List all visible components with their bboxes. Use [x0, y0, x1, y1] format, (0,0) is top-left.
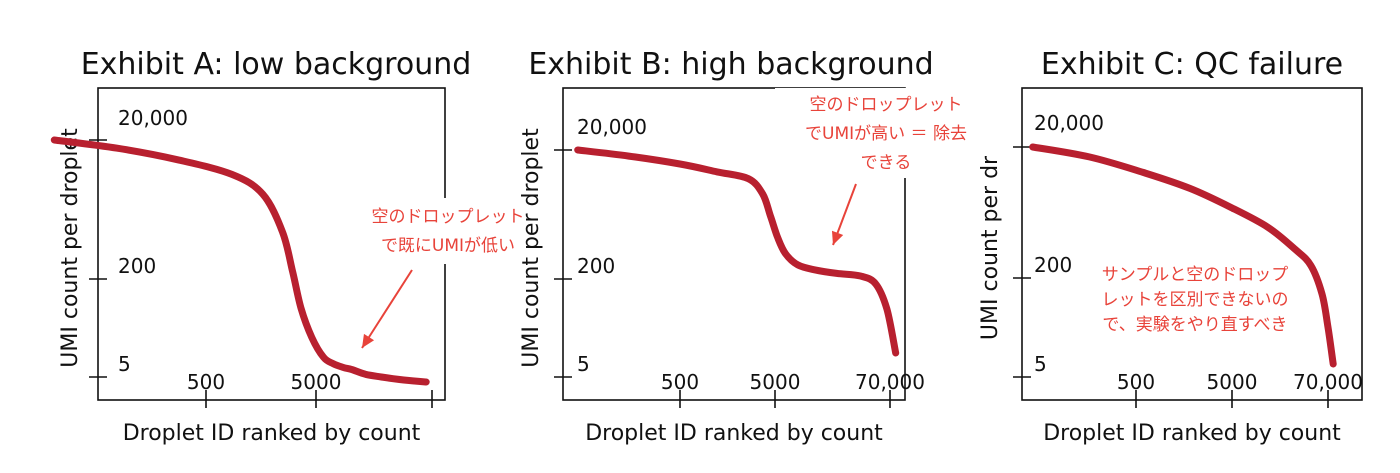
y-tick-label: 200	[118, 254, 156, 278]
annotation-text: で既にUMIが低い	[381, 236, 515, 256]
chart-title: Exhibit B: high background	[528, 47, 933, 82]
panel-1: Exhibit A: low background UMI count per d…	[50, 47, 555, 446]
x-tick-label: 5000	[291, 370, 342, 394]
y-axis-label: UMI count per dr	[978, 155, 1003, 340]
x-tick-label: 5000	[750, 370, 801, 394]
annotation-text: サンプルと空のドロップ	[1102, 265, 1289, 285]
y-axis-label: UMI count per droplet	[58, 128, 83, 368]
x-tick-label: 500	[661, 370, 699, 394]
x-tick-label: 5000	[1207, 370, 1258, 394]
annotation-arrow	[361, 269, 413, 349]
panel-3: Exhibit C: QC failure UMI count per dr Dro…	[978, 47, 1363, 446]
y-tick-label: 200	[1034, 253, 1072, 277]
chart-title: Exhibit C: QC failure	[1041, 47, 1343, 82]
panel-2: Exhibit B: high background UMI count per …	[519, 47, 997, 446]
y-tick-label: 200	[577, 254, 615, 278]
series-line	[50, 136, 430, 386]
series-line	[1029, 143, 1337, 368]
annotation-background	[775, 88, 997, 178]
x-axis-label: Droplet ID ranked by count	[123, 421, 421, 446]
x-tick-label: 70,000	[1293, 370, 1363, 394]
annotation-background	[340, 198, 555, 264]
y-tick-label: 20,000	[577, 115, 647, 139]
annotation-text: レットを区別できないの	[1102, 290, 1289, 310]
annotation-text: できる	[861, 153, 912, 173]
y-tick-label: 20,000	[1034, 111, 1104, 135]
x-axis-label: Droplet ID ranked by count	[1043, 421, 1341, 446]
plot-frame	[562, 87, 906, 401]
x-axis-label: Droplet ID ranked by count	[585, 421, 883, 446]
annotation-text: 空のドロップレット	[372, 207, 525, 227]
plot-frame	[1021, 87, 1363, 401]
y-tick-label: 5	[1034, 352, 1047, 376]
x-tick-label: 500	[187, 370, 225, 394]
x-tick-label: 500	[1117, 370, 1155, 394]
x-tick-label: 70,000	[855, 370, 925, 394]
arrow-head-icon	[362, 333, 375, 348]
y-tick-label: 5	[577, 352, 590, 376]
y-tick-label: 5	[118, 352, 131, 376]
annotation-text: 空のドロップレット	[810, 95, 963, 115]
annotation-text: で、実験をやり直すべき	[1102, 315, 1287, 335]
arrow-head-icon	[831, 230, 844, 245]
series-line	[574, 146, 900, 357]
y-tick-label: 20,000	[118, 106, 188, 130]
y-axis-label: UMI count per droplet	[519, 128, 544, 368]
annotation-text: でUMIが高い ＝ 除去	[805, 124, 967, 144]
chart-title: Exhibit A: low background	[81, 47, 472, 82]
